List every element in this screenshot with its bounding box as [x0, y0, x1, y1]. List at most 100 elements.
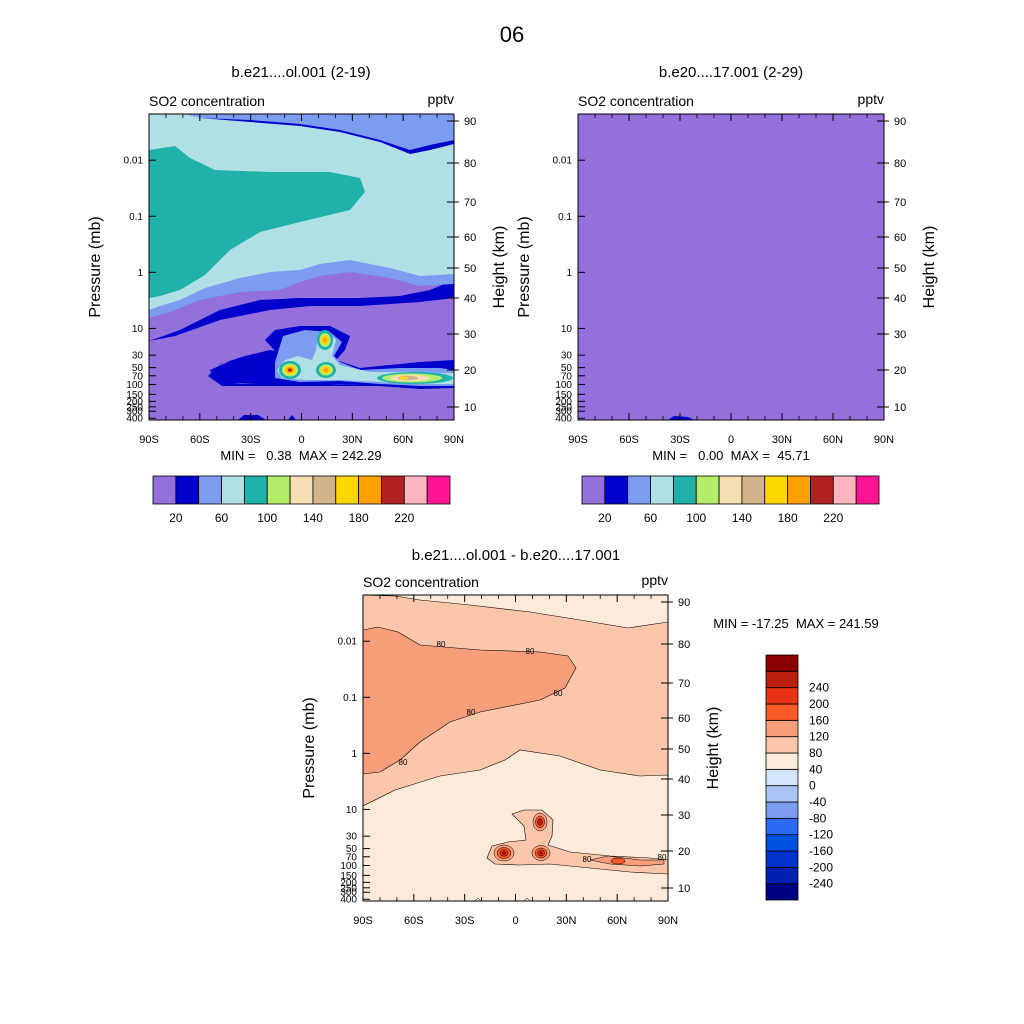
x-tick-label: 60N: [823, 434, 843, 446]
colorbar-box: [765, 866, 799, 885]
panel-2-title: b.e20....17.001 (2-29): [659, 64, 803, 81]
colorbar-box: [152, 475, 177, 505]
colorbar-label: 180: [778, 511, 798, 525]
z-tick-label: 20: [464, 365, 476, 377]
p2-colorbar: 20 60 100 140 180 220: [581, 475, 880, 525]
p-tick-label: 150: [340, 871, 357, 882]
contour-label: 80: [399, 758, 408, 767]
panel-1-ylabel: Pressure (mb): [87, 216, 104, 317]
p1-colorbar: 20 60 100 140 180 220: [152, 475, 451, 525]
z-tick-label: 90: [464, 116, 476, 128]
p3-contour-labels: 80 80 80 80 80 80 80: [399, 640, 667, 864]
p-tick-label: 0.01: [338, 637, 358, 648]
p-tick-label: 30: [561, 351, 573, 362]
p1-hotspot-upper: [317, 330, 333, 350]
z-tick-label: 90: [678, 597, 690, 609]
panel-1-plot-area: [149, 114, 454, 420]
colorbar-box: [787, 475, 811, 505]
colorbar-box: [289, 475, 314, 505]
p1-hotspot-left: [279, 361, 301, 379]
z-tick-label: 10: [464, 402, 476, 414]
colorbar-box: [175, 475, 200, 505]
colorbar-box: [627, 475, 651, 505]
panel-3-stats: MIN = -17.25 MAX = 241.59: [713, 616, 878, 631]
p3-plume-core: [610, 857, 626, 865]
z-tick-label: 20: [894, 365, 906, 377]
p1-surface-blue-spots: [238, 415, 296, 420]
colorbar-box: [765, 883, 799, 901]
z-tick-label: 60: [894, 232, 906, 244]
p3-axes: 90S 60S 30S 0 30N 60N 90N0.010.111030507010015…: [338, 595, 690, 927]
colorbar-box: [650, 475, 674, 505]
z-tick-label: 70: [894, 197, 906, 209]
x-tick-label: 0: [512, 915, 518, 927]
p-tick-label: 30: [346, 832, 358, 843]
p2-background-level: [578, 114, 884, 420]
z-tick-label: 60: [464, 232, 476, 244]
panel-1-ylabel-right: Height (km): [491, 226, 508, 309]
colorbar-box: [243, 475, 268, 505]
p3-hotspot-upper: [532, 812, 548, 832]
panel-2: b.e20....17.001 (2-29) SO2 concentration…: [516, 64, 938, 525]
x-tick-label: 60S: [619, 434, 639, 446]
panel-3-left-title: SO2 concentration: [363, 574, 479, 590]
z-tick-label: 70: [464, 197, 476, 209]
p3-hotspot-left: [493, 844, 515, 862]
p3-surface-marks: [474, 897, 531, 901]
z-tick-label: 40: [464, 293, 476, 305]
x-tick-label: 30N: [342, 434, 362, 446]
colorbar-box: [765, 687, 799, 705]
contour-label: 80: [437, 640, 446, 649]
colorbar-box: [765, 654, 799, 672]
p-tick-label: 100: [555, 380, 572, 391]
p-tick-label: 50: [132, 363, 144, 374]
colorbar-box: [765, 670, 799, 689]
colorbar-label: 100: [257, 511, 277, 525]
x-tick-label: 30N: [556, 915, 576, 927]
contour-label: 80: [526, 647, 535, 656]
colorbar-label: 120: [809, 730, 829, 744]
p-tick-label: 150: [555, 390, 572, 401]
z-tick-label: 40: [894, 293, 906, 305]
colorbar-box: [266, 475, 291, 505]
p-tick-label: 70: [346, 852, 358, 863]
z-tick-label: 80: [894, 158, 906, 170]
panel-2-stats: MIN = 0.00 MAX = 45.71: [652, 448, 810, 463]
x-tick-label: 90S: [139, 434, 159, 446]
x-tick-label: 90N: [444, 434, 464, 446]
colorbar-label: -240: [809, 877, 833, 891]
p2-surface-blue-spot: [668, 416, 694, 420]
panel-1: b.e21....ol.001 (2-19) SO2 concentration…: [87, 64, 508, 525]
p-tick-label: 0.01: [553, 156, 573, 167]
p-tick-label: 400: [555, 414, 572, 425]
colorbar-box: [765, 719, 799, 738]
panel-3-ylabel-right: Height (km): [705, 707, 722, 790]
x-tick-label: 60S: [190, 434, 210, 446]
z-tick-label: 90: [894, 116, 906, 128]
p-tick-label: 50: [346, 844, 358, 855]
colorbar-box: [832, 475, 857, 505]
p-tick-label: 200: [126, 397, 143, 408]
p1-lower-layer-violet: [149, 298, 454, 420]
panel-2-plot-area: [578, 114, 884, 420]
colorbar-label: 40: [809, 762, 823, 776]
p-tick-label: 400: [340, 895, 357, 906]
panel-3-title: b.e21....ol.001 - b.e20....17.001: [412, 547, 621, 564]
p-tick-label: 1: [351, 749, 357, 760]
z-tick-label: 20: [678, 846, 690, 858]
panel-1-stats: MIN = 0.38 MAX = 242.29: [220, 448, 381, 463]
p-tick-label: 1: [566, 268, 572, 279]
colorbar-box: [764, 475, 789, 505]
p3-colorbar: 240 200 160 120 80 40 0 -40 -80 -120 -160 -200 -240: [765, 654, 833, 901]
p-tick-label: 200: [555, 397, 572, 408]
colorbar-box: [765, 834, 799, 852]
panel-2-units: pptv: [858, 91, 884, 107]
colorbar-label: 140: [732, 511, 752, 525]
z-tick-label: 80: [678, 639, 690, 651]
p-tick-label: 250: [126, 402, 143, 413]
p-tick-label: 100: [126, 380, 143, 391]
p-tick-label: 10: [132, 324, 144, 335]
colorbar-label: -40: [809, 795, 827, 809]
colorbar-label: 160: [809, 713, 829, 727]
panel-3-units: pptv: [642, 572, 668, 588]
